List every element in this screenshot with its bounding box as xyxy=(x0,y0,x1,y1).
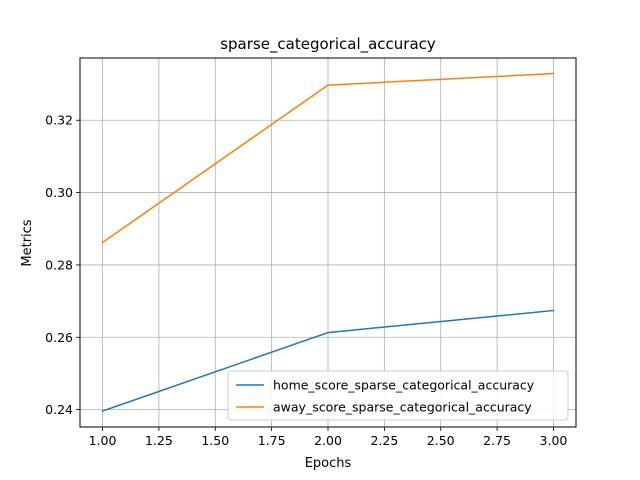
y-tick-label: 0.24 xyxy=(45,402,73,417)
y-axis-label: Metrics xyxy=(20,219,35,266)
legend: home_score_sparse_categorical_accuracy a… xyxy=(227,370,569,421)
x-tick-label: 1.50 xyxy=(201,433,229,448)
x-tick-label: 2.75 xyxy=(483,433,511,448)
x-tick-label: 2.50 xyxy=(427,433,455,448)
y-tick-label: 0.28 xyxy=(45,257,73,272)
x-tick-label: 3.00 xyxy=(540,433,568,448)
series-lines xyxy=(101,72,555,413)
y-tick-label: 0.32 xyxy=(45,113,73,128)
series-line-home xyxy=(101,309,555,413)
legend-label-away: away_score_sparse_categorical_accuracy xyxy=(273,400,532,415)
y-tick-label: 0.30 xyxy=(45,185,73,200)
series-line-away xyxy=(101,72,555,244)
y-tick-label: 0.26 xyxy=(45,330,73,345)
legend-box xyxy=(227,370,569,421)
x-tick-label: 1.25 xyxy=(145,433,173,448)
x-axis-label: Epochs xyxy=(305,456,352,471)
legend-label-home: home_score_sparse_categorical_accuracy xyxy=(273,378,535,393)
chart-title: sparse_categorical_accuracy xyxy=(220,35,436,54)
x-tick-label: 1.00 xyxy=(89,433,117,448)
x-tick-label: 2.00 xyxy=(314,433,342,448)
axis-ticks: 1.00 1.25 1.50 1.75 2.00 2.25 2.50 2.75 3.00 0.24… xyxy=(45,113,567,448)
x-tick-label: 2.25 xyxy=(370,433,398,448)
x-tick-label: 1.75 xyxy=(258,433,286,448)
